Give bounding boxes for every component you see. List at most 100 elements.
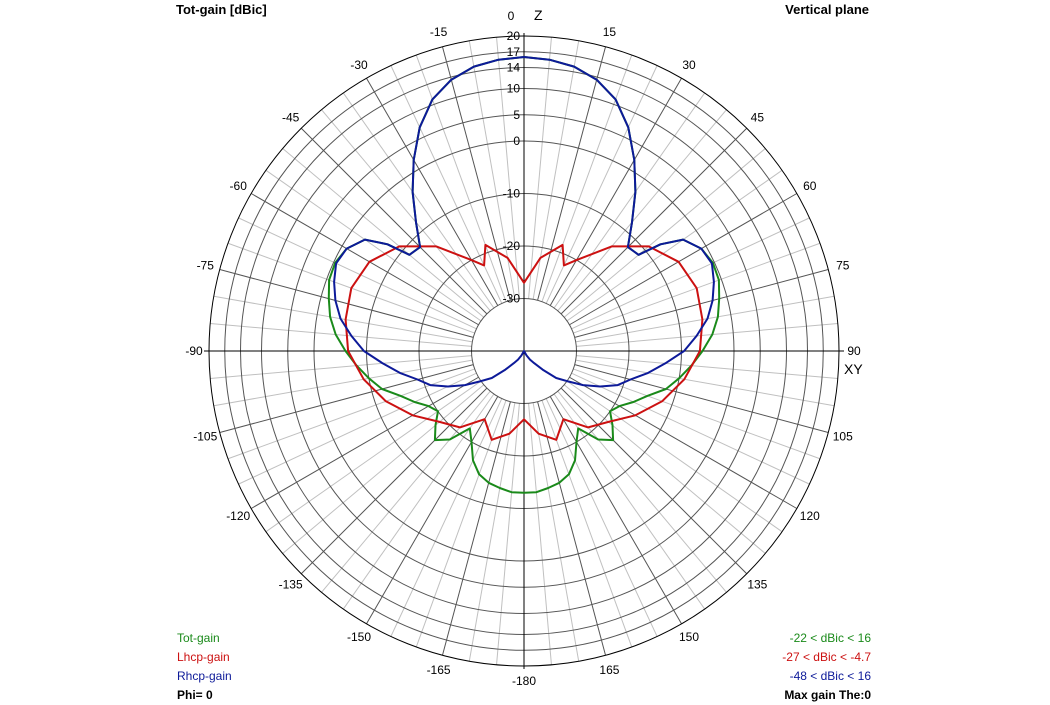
minor-spoke xyxy=(575,359,835,407)
ring-label: -30 xyxy=(503,292,521,306)
minor-spoke xyxy=(528,403,552,665)
minor-spoke xyxy=(210,355,472,379)
major-spoke xyxy=(441,46,511,301)
minor-spoke xyxy=(213,295,473,343)
minor-spoke xyxy=(282,384,485,554)
range-lhcp-gain: -27 < dBic < -4.7 xyxy=(782,650,871,664)
minor-spoke xyxy=(321,109,491,312)
minor-spoke xyxy=(576,355,838,379)
minor-spoke xyxy=(265,380,482,533)
phi-label: Phi= 0 xyxy=(177,688,213,702)
xy-axis-label: XY xyxy=(844,361,863,377)
minor-spoke xyxy=(415,54,507,302)
minor-spoke xyxy=(415,400,507,648)
major-spoke xyxy=(250,193,479,326)
minor-spoke xyxy=(557,390,727,593)
minor-spoke xyxy=(563,384,766,554)
major-spoke xyxy=(219,268,474,338)
plane-label: Vertical plane xyxy=(785,2,869,17)
angle-label: -90 xyxy=(185,344,203,358)
major-spoke xyxy=(549,396,682,625)
angle-label: 105 xyxy=(833,429,853,443)
angle-label: -105 xyxy=(193,429,217,443)
max-gain-label: Max gain The:0 xyxy=(784,688,871,702)
minor-spoke xyxy=(553,92,706,309)
minor-spoke xyxy=(321,390,491,593)
angle-label: 90 xyxy=(847,344,861,358)
z-axis-label: Z xyxy=(534,7,543,23)
angle-label: -30 xyxy=(350,58,368,72)
minor-spoke xyxy=(571,372,810,485)
major-spoke xyxy=(560,387,748,575)
legend-entry-tot-gain: Tot-gain xyxy=(177,631,220,645)
range-rhcp-gain: -48 < dBic < 16 xyxy=(789,669,871,683)
angle-label: 75 xyxy=(836,259,850,273)
minor-spoke xyxy=(468,402,516,662)
major-spoke xyxy=(537,46,607,301)
angle-label: -165 xyxy=(427,663,451,677)
angle-label: -45 xyxy=(282,111,300,125)
minor-spoke xyxy=(265,169,482,322)
rhcp-gain-curve xyxy=(333,56,715,388)
legend-entry-rhcp-gain: Rhcp-gain xyxy=(177,669,232,683)
minor-spoke xyxy=(238,217,477,330)
minor-spoke xyxy=(496,37,520,299)
legend: Tot-gain Lhcp-gain Rhcp-gain Phi= 0 xyxy=(177,629,232,705)
ring-label: 0 xyxy=(513,134,520,148)
angle-label: 150 xyxy=(679,630,699,644)
minor-spoke xyxy=(213,359,473,407)
minor-spoke xyxy=(227,368,475,460)
lhcp-gain-curve xyxy=(344,243,704,441)
major-spoke xyxy=(569,376,798,509)
ring-tick-labels: 20 17 14 10 5 0 -10 -20 -30 xyxy=(503,29,521,306)
angle-label: -180 xyxy=(512,674,536,688)
range-tot-gain: -22 < dBic < 16 xyxy=(789,631,871,645)
minor-spoke xyxy=(563,148,766,318)
ring-label: 17 xyxy=(507,45,521,59)
gain-curves xyxy=(327,56,721,494)
angle-label: 60 xyxy=(803,179,817,193)
ring-label: 14 xyxy=(507,61,521,75)
minor-spoke xyxy=(342,92,495,309)
minor-spoke xyxy=(575,295,835,343)
angle-label: -75 xyxy=(197,259,215,273)
minor-spoke xyxy=(496,403,520,665)
minor-spoke xyxy=(576,323,838,347)
major-spoke xyxy=(366,396,499,625)
angle-label: 45 xyxy=(751,111,765,125)
minor-spoke xyxy=(282,148,485,318)
major-spoke xyxy=(219,364,474,434)
angle-label: -120 xyxy=(226,509,250,523)
major-spoke xyxy=(549,77,682,306)
major-spoke xyxy=(300,387,488,575)
ring-label: 5 xyxy=(513,108,520,122)
ring-label: -20 xyxy=(503,239,521,253)
angle-label: 0 xyxy=(508,9,515,23)
angle-label: 120 xyxy=(800,509,820,523)
major-spoke xyxy=(250,376,479,509)
minor-spoke xyxy=(528,37,552,299)
legend-entry-lhcp-gain: Lhcp-gain xyxy=(177,650,230,664)
minor-spoke xyxy=(571,217,810,330)
minor-spoke xyxy=(566,380,783,533)
major-spoke xyxy=(366,77,499,306)
minor-spoke xyxy=(545,398,658,637)
minor-spoke xyxy=(238,372,477,485)
angle-label: -150 xyxy=(347,630,371,644)
minor-spoke xyxy=(532,402,580,662)
angle-label: 135 xyxy=(747,577,767,591)
minor-spoke xyxy=(390,398,503,637)
major-spoke xyxy=(537,401,607,656)
minor-spoke xyxy=(468,40,516,300)
chart-title: Tot-gain [dBic] xyxy=(176,2,267,17)
minor-spoke xyxy=(541,54,633,302)
major-spoke xyxy=(300,127,488,315)
angle-label: -15 xyxy=(430,25,448,39)
angle-label: -60 xyxy=(230,179,248,193)
angle-label: 165 xyxy=(599,663,619,677)
angle-label: -135 xyxy=(279,577,303,591)
angle-tick-labels: 0153045607590105120135150165-180-165-150… xyxy=(185,9,861,688)
angle-label: 30 xyxy=(682,58,696,72)
major-grid xyxy=(204,33,844,669)
